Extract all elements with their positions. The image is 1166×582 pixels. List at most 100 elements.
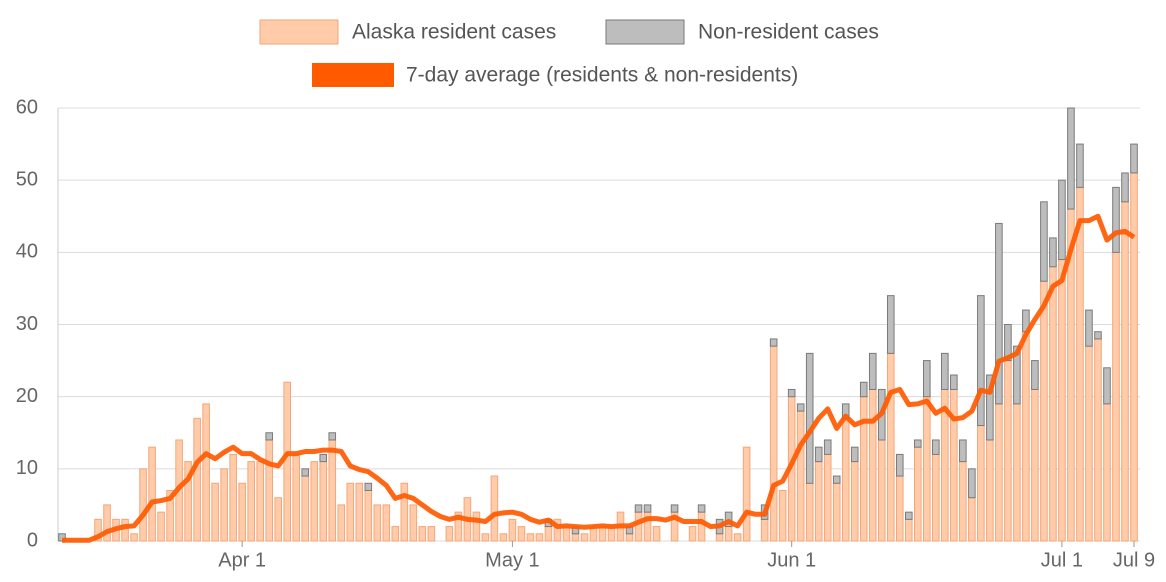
bar-segment (823, 439, 832, 455)
bar-segment (400, 482, 409, 542)
bar-segment (959, 461, 967, 542)
bar-segment (535, 533, 544, 542)
bar-segment (986, 439, 994, 542)
bar-segment (932, 453, 940, 542)
bar-segment (103, 504, 111, 542)
bar-segment (238, 482, 246, 542)
x-tick-label: Jun 1 (767, 549, 816, 571)
bar-segment (139, 468, 147, 542)
bar-segment (670, 504, 679, 513)
bar-segment (868, 388, 877, 542)
x-tick-label: Apr 1 (218, 549, 266, 571)
bar-segment (688, 526, 697, 542)
bar-segment (247, 461, 255, 542)
bar-segment (346, 482, 355, 542)
bar-segment (256, 461, 264, 542)
bar-segment (328, 439, 337, 542)
bar-segment (1130, 143, 1138, 174)
bar-segment (796, 403, 805, 412)
bar-segment (778, 489, 787, 542)
bar-segment (490, 475, 499, 542)
bar-segment (364, 482, 373, 491)
bar-segment (923, 360, 931, 398)
y-tick-label: 60 (16, 96, 38, 118)
bar-segment (652, 526, 661, 542)
bar-segment (1040, 280, 1048, 542)
bar-segment (859, 396, 868, 542)
y-tick-label: 50 (16, 168, 38, 190)
bar-segment (1085, 345, 1093, 542)
bar-segment (526, 533, 535, 542)
bar-segment (877, 439, 886, 542)
bar-segment (301, 468, 310, 477)
bar-segment (715, 533, 724, 542)
bar-segment (202, 403, 210, 542)
bar-segment (904, 518, 913, 542)
bar-segment (445, 526, 454, 542)
bar-segment (841, 417, 850, 542)
bar-segment (274, 497, 283, 542)
bar-segment (724, 526, 733, 542)
bar-segment (968, 468, 976, 499)
bar-segment (1013, 403, 1021, 542)
bar-segment (148, 446, 156, 542)
bar-segment (562, 526, 571, 542)
legend-swatch (259, 19, 339, 45)
bar-segment (121, 518, 129, 542)
bar-segment (787, 388, 796, 398)
bar-segment (796, 410, 805, 542)
bar-segment (886, 352, 895, 542)
bar-segment (1112, 251, 1120, 542)
bar-segment (968, 497, 976, 542)
bar-segment (427, 526, 436, 542)
bar-segment (265, 432, 273, 441)
bar-segment (769, 345, 778, 542)
bar-segment (364, 489, 373, 542)
bar-segment (292, 453, 301, 542)
bar-segment (742, 446, 751, 542)
bar-segment (265, 439, 273, 542)
bar-segment (337, 504, 346, 542)
bar-segment (950, 374, 958, 390)
bar-segment (472, 511, 481, 542)
bar-segment (959, 439, 967, 463)
bar-segment (1085, 309, 1093, 347)
bar-segment (904, 511, 913, 520)
legend-label: 7-day average (residents & non-residents… (406, 64, 798, 87)
bar-segment (319, 453, 328, 463)
bar-segment (580, 533, 589, 542)
bar-segment (625, 533, 634, 542)
y-tick-label: 20 (16, 385, 38, 407)
bar-segment (1058, 179, 1066, 261)
bar-segment (1022, 331, 1030, 542)
bar-segment (1094, 331, 1102, 340)
bar-segment (950, 388, 958, 542)
bar-segment (1130, 172, 1138, 542)
bar-segment (913, 446, 922, 542)
y-tick-label: 30 (16, 313, 38, 335)
legend-swatch (605, 19, 685, 45)
x-tick-label: May 1 (485, 549, 539, 571)
x-tick-label: Jul 9 (1113, 549, 1155, 571)
bar-segment (382, 504, 391, 542)
bar-segment (986, 374, 994, 441)
bar-segment (211, 482, 219, 542)
bar-segment (1013, 345, 1021, 405)
bar-segment (733, 533, 742, 542)
average-line (62, 213, 1136, 543)
bar-segment (418, 526, 427, 542)
bar-segment (310, 461, 319, 542)
legend: Alaska resident cases Non-resident cases… (259, 19, 879, 87)
bar-segment (220, 468, 228, 542)
bar-segment (1121, 172, 1129, 203)
bar-segment (1004, 324, 1012, 362)
bar-segment (328, 432, 337, 441)
bar-segment (805, 482, 814, 542)
bar-segment (805, 352, 814, 484)
bar-segment (697, 511, 706, 542)
bar-segment (923, 396, 931, 542)
bar-segment (283, 381, 292, 542)
bar-segment (1076, 186, 1084, 542)
x-tick-label: Jul 1 (1041, 549, 1083, 571)
